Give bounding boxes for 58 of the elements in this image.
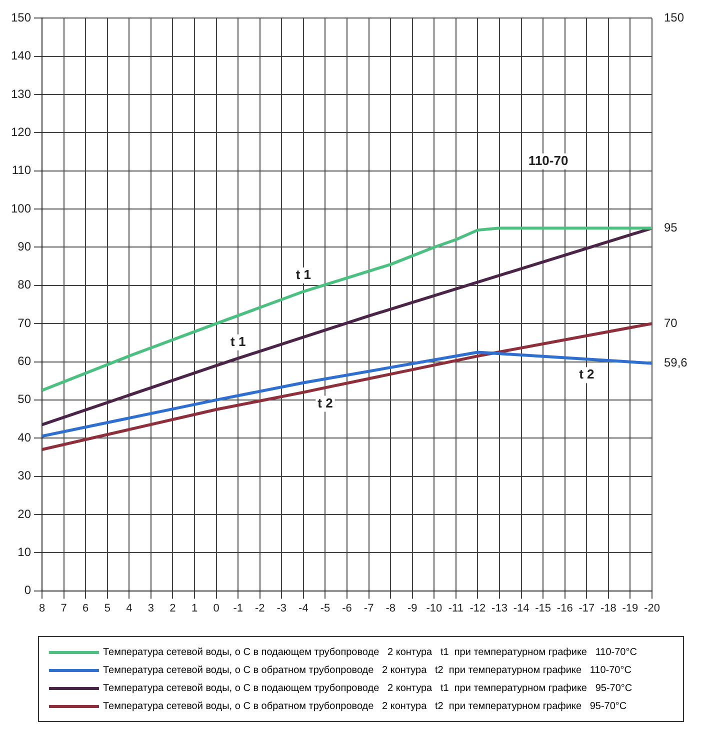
x-tick-label: 6 bbox=[82, 602, 89, 614]
legend-label: Температура сетевой воды, о С в обратном трубопроводе 2 контура t2 при температурном графике 95-70°C bbox=[103, 700, 627, 712]
y-tick-label: 150 bbox=[10, 10, 32, 25]
x-tick-label: -14 bbox=[513, 602, 530, 614]
x-tick-label: -13 bbox=[492, 602, 508, 614]
x-tick-label: 7 bbox=[60, 602, 67, 614]
y-tick-label: 110 bbox=[12, 163, 32, 178]
x-tick-label: -16 bbox=[556, 602, 573, 614]
y-tick-label: 130 bbox=[10, 86, 32, 101]
legend-label: Температура сетевой воды, о С в обратном трубопроводе 2 контура t2 при температурном графике 110-70°C bbox=[103, 664, 632, 676]
x-tick-label: -20 bbox=[644, 602, 660, 614]
x-tick-label: -17 bbox=[578, 602, 595, 614]
y-tick-label: 100 bbox=[10, 201, 32, 216]
x-tick-label: -15 bbox=[535, 602, 552, 614]
x-tick-label: -12 bbox=[470, 602, 486, 614]
x-tick-label: -7 bbox=[364, 602, 374, 614]
x-tick-label: 1 bbox=[191, 602, 198, 614]
x-tick-label: 5 bbox=[104, 602, 110, 614]
x-tick-label: 0 bbox=[213, 602, 220, 614]
x-tick-label: -4 bbox=[298, 602, 308, 614]
y-tick-label: 10 bbox=[18, 544, 32, 559]
x-tick-label: -3 bbox=[276, 602, 287, 614]
y-tick-label: 50 bbox=[18, 392, 32, 406]
x-tick-label: -11 bbox=[448, 602, 464, 614]
annotation: 70 bbox=[664, 316, 678, 330]
y-tick-label: 60 bbox=[18, 354, 32, 368]
annotation: 95 bbox=[664, 220, 678, 234]
x-tick-label: -8 bbox=[386, 602, 396, 614]
y-tick-label: 90 bbox=[18, 240, 32, 254]
legend-label: Температура сетевой воды, о С в подающем трубопроводе 2 контура t1 при температурном графике 110-70°C bbox=[103, 646, 637, 658]
y-tick-label: 70 bbox=[18, 316, 32, 330]
annotation: t 2 bbox=[318, 395, 333, 410]
y-tick-label: 20 bbox=[18, 506, 32, 521]
x-tick-label: -19 bbox=[622, 602, 638, 614]
annotation: 110-70 bbox=[528, 152, 568, 168]
y-tick-label: 120 bbox=[10, 125, 32, 140]
annotation: 59,6 bbox=[664, 356, 688, 370]
x-tick-label: -9 bbox=[407, 602, 418, 614]
y-tick-label: 80 bbox=[18, 278, 32, 292]
x-tick-label: -2 bbox=[254, 602, 265, 614]
x-tick-label: -10 bbox=[426, 602, 442, 614]
x-tick-label: -5 bbox=[320, 602, 330, 614]
text: 150 bbox=[664, 10, 684, 25]
y-tick-label: 0 bbox=[24, 583, 32, 598]
legend-label: Температура сетевой воды, о С в подающем трубопроводе 2 контура t1 при температурном графике 95-70°C bbox=[103, 682, 632, 694]
x-tick-label: 2 bbox=[170, 602, 176, 614]
y-tick-label: 140 bbox=[10, 48, 32, 63]
x-tick-label: -1 bbox=[233, 602, 243, 614]
annotation: t 1 bbox=[296, 267, 312, 282]
x-tick-label: -18 bbox=[600, 602, 616, 614]
x-tick-label: 3 bbox=[148, 602, 154, 614]
x-tick-label: 8 bbox=[38, 602, 46, 614]
y-tick-label: 40 bbox=[18, 430, 32, 444]
x-tick-label: 4 bbox=[126, 602, 132, 614]
y-tick-label: 30 bbox=[18, 468, 32, 483]
x-tick-label: -6 bbox=[342, 602, 352, 614]
annotation: t 2 bbox=[579, 366, 594, 382]
annotation: t 1 bbox=[230, 334, 246, 349]
